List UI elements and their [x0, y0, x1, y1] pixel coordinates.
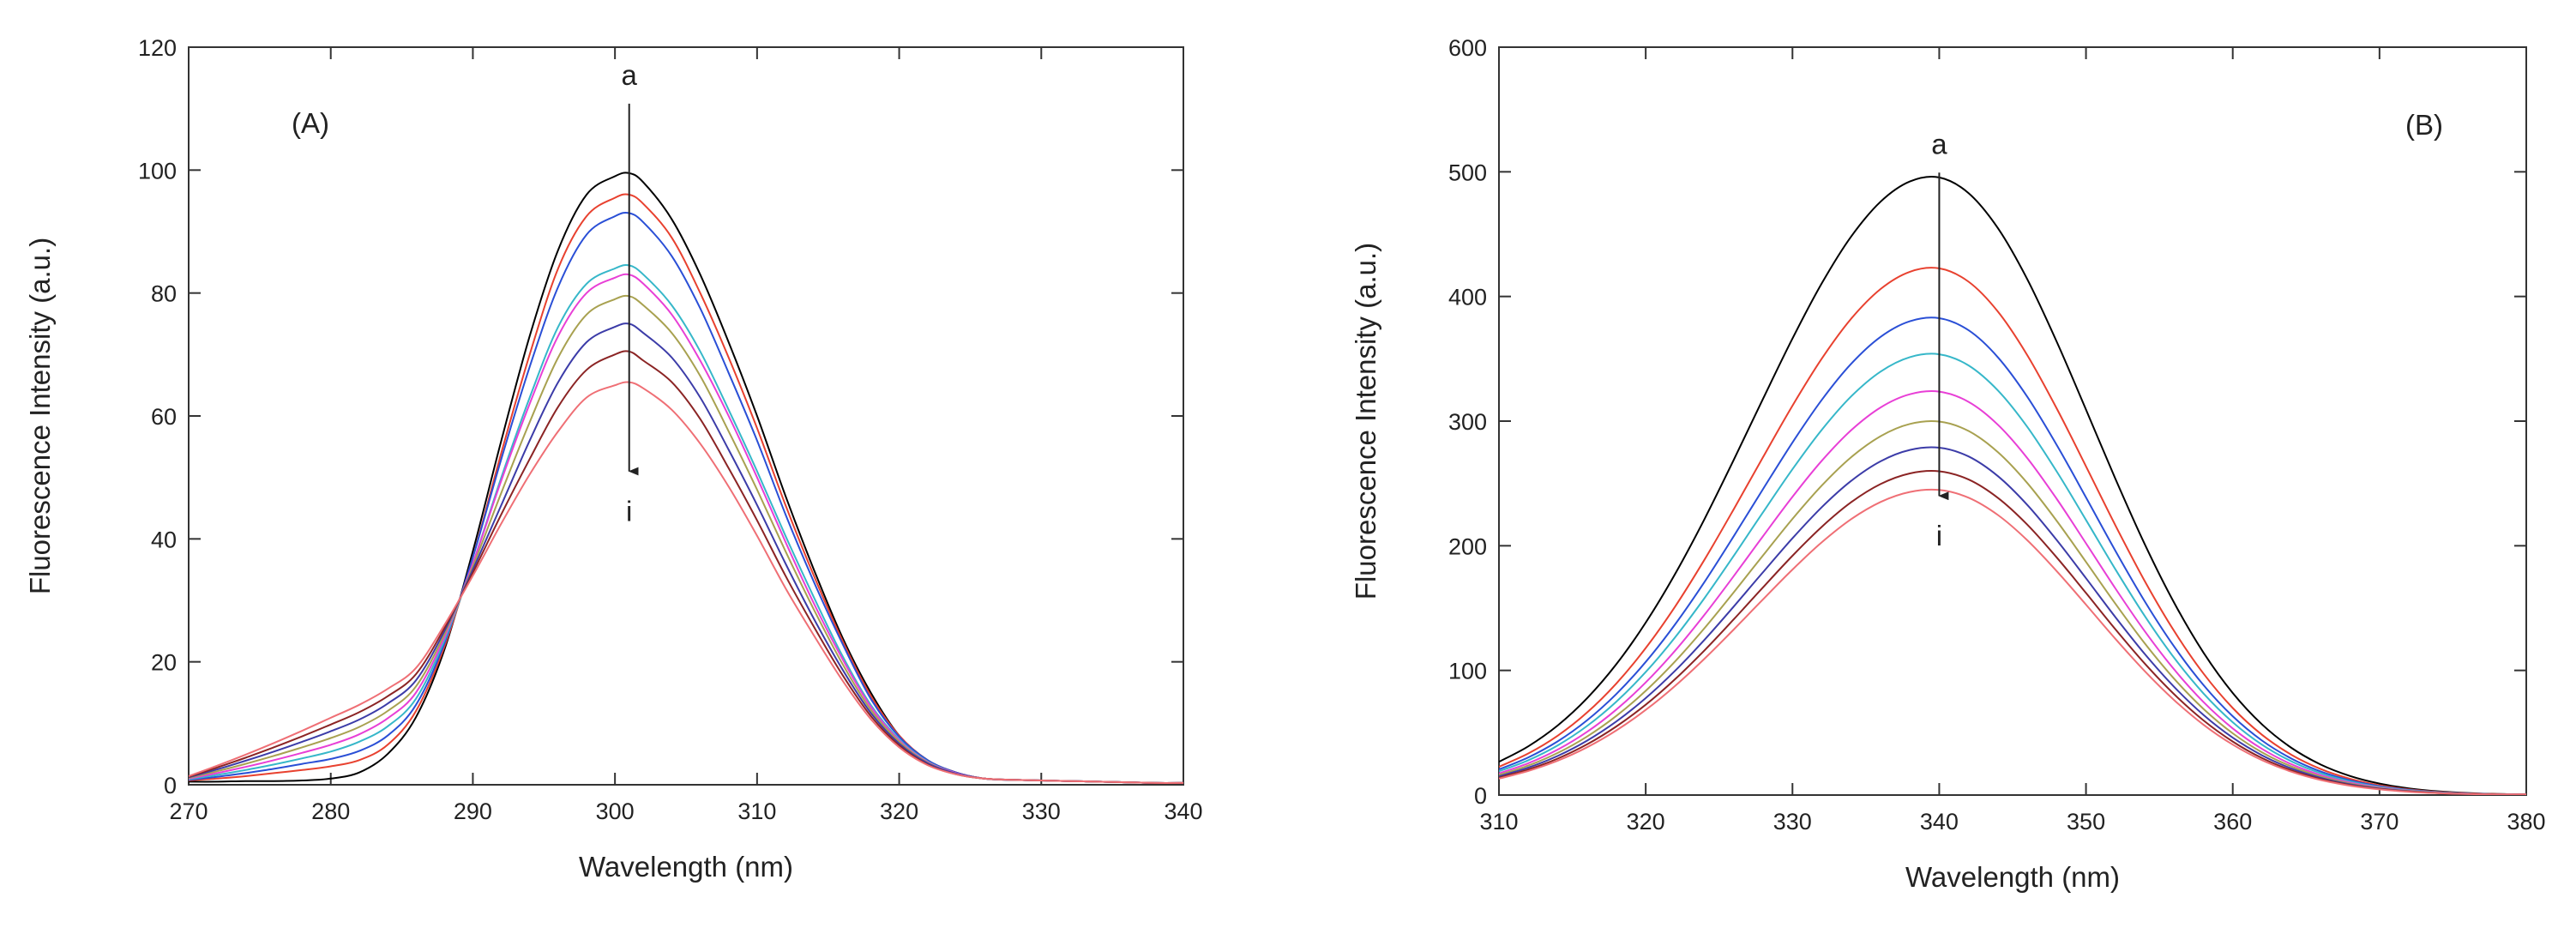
arrow-end-label: i [626, 496, 632, 527]
y-tick-label: 200 [1448, 533, 1487, 559]
arrow-end-label: i [1936, 520, 1942, 551]
y-tick-label: 80 [151, 281, 177, 307]
y-tick-label: 20 [151, 650, 177, 676]
series-line-3 [1499, 316, 2526, 795]
x-tick-label: 280 [311, 798, 350, 824]
arrow-start-label: a [1931, 128, 1947, 160]
y-tick-label: 100 [138, 158, 177, 184]
series-line-5 [1499, 390, 2526, 795]
panel-label: (B) [2405, 109, 2443, 141]
series-group [189, 172, 1183, 784]
chart-panel-b: 310 320 330 340 350 360 370 380 0 100 200 300 400 500… [1350, 35, 2546, 893]
x-tick-label: 330 [1773, 809, 1812, 835]
x-tick-label: 310 [1479, 809, 1518, 835]
series-line-6 [189, 294, 1183, 784]
series-line-8 [189, 350, 1183, 784]
x-tick-label: 320 [880, 798, 918, 824]
x-axis-title: Wavelength (nm) [1905, 861, 2120, 893]
y-tick-label: 100 [1448, 659, 1487, 684]
arrow-start-label: a [622, 59, 638, 91]
x-tick-label: 340 [1920, 809, 1959, 835]
x-tick-label: 320 [1627, 809, 1665, 835]
x-tick-label: 330 [1022, 798, 1061, 824]
x-tick-label: 340 [1164, 798, 1202, 824]
series-group [1499, 176, 2526, 795]
y-tick-label: 500 [1448, 160, 1487, 185]
y-tick-label: 0 [164, 773, 177, 798]
y-tick-label: 300 [1448, 409, 1487, 435]
x-tick-label: 310 [737, 798, 776, 824]
series-line-8 [1499, 470, 2526, 795]
series-line-9 [1499, 488, 2526, 795]
y-tick-label: 0 [1474, 783, 1487, 809]
series-line-5 [189, 273, 1183, 784]
series-line-1 [1499, 176, 2526, 795]
x-tick-label: 270 [169, 798, 208, 824]
y-tick-label: 400 [1448, 285, 1487, 310]
series-line-9 [189, 381, 1183, 784]
panel-label: (A) [292, 107, 329, 139]
y-axis-title: Fluorescence Intensity (a.u.) [1350, 243, 1381, 600]
x-tick-label: 370 [2360, 809, 2398, 835]
y-tick-label: 60 [151, 404, 177, 430]
y-tick-label: 120 [138, 35, 177, 61]
series-line-4 [189, 263, 1183, 784]
y-tick-label: 40 [151, 527, 177, 552]
chart-panel-a: 270 280 290 300 310 320 330 340 0 20 40 60 80 100 120 W… [24, 35, 1203, 883]
x-tick-label: 290 [454, 798, 492, 824]
y-axis-title: Fluorescence Intensity (a.u.) [24, 238, 56, 594]
plot-frame [188, 46, 1184, 786]
x-tick-label: 360 [2213, 809, 2252, 835]
series-line-7 [1499, 446, 2526, 795]
series-line-2 [189, 193, 1183, 784]
x-tick-label: 380 [2507, 809, 2545, 835]
x-tick-label: 350 [2067, 809, 2105, 835]
x-axis-title: Wavelength (nm) [579, 851, 793, 883]
series-line-6 [1499, 419, 2526, 795]
series-line-4 [1499, 352, 2526, 795]
series-line-2 [1499, 267, 2526, 795]
x-tick-label: 300 [596, 798, 635, 824]
y-tick-label: 600 [1448, 35, 1487, 61]
series-line-3 [189, 211, 1183, 784]
